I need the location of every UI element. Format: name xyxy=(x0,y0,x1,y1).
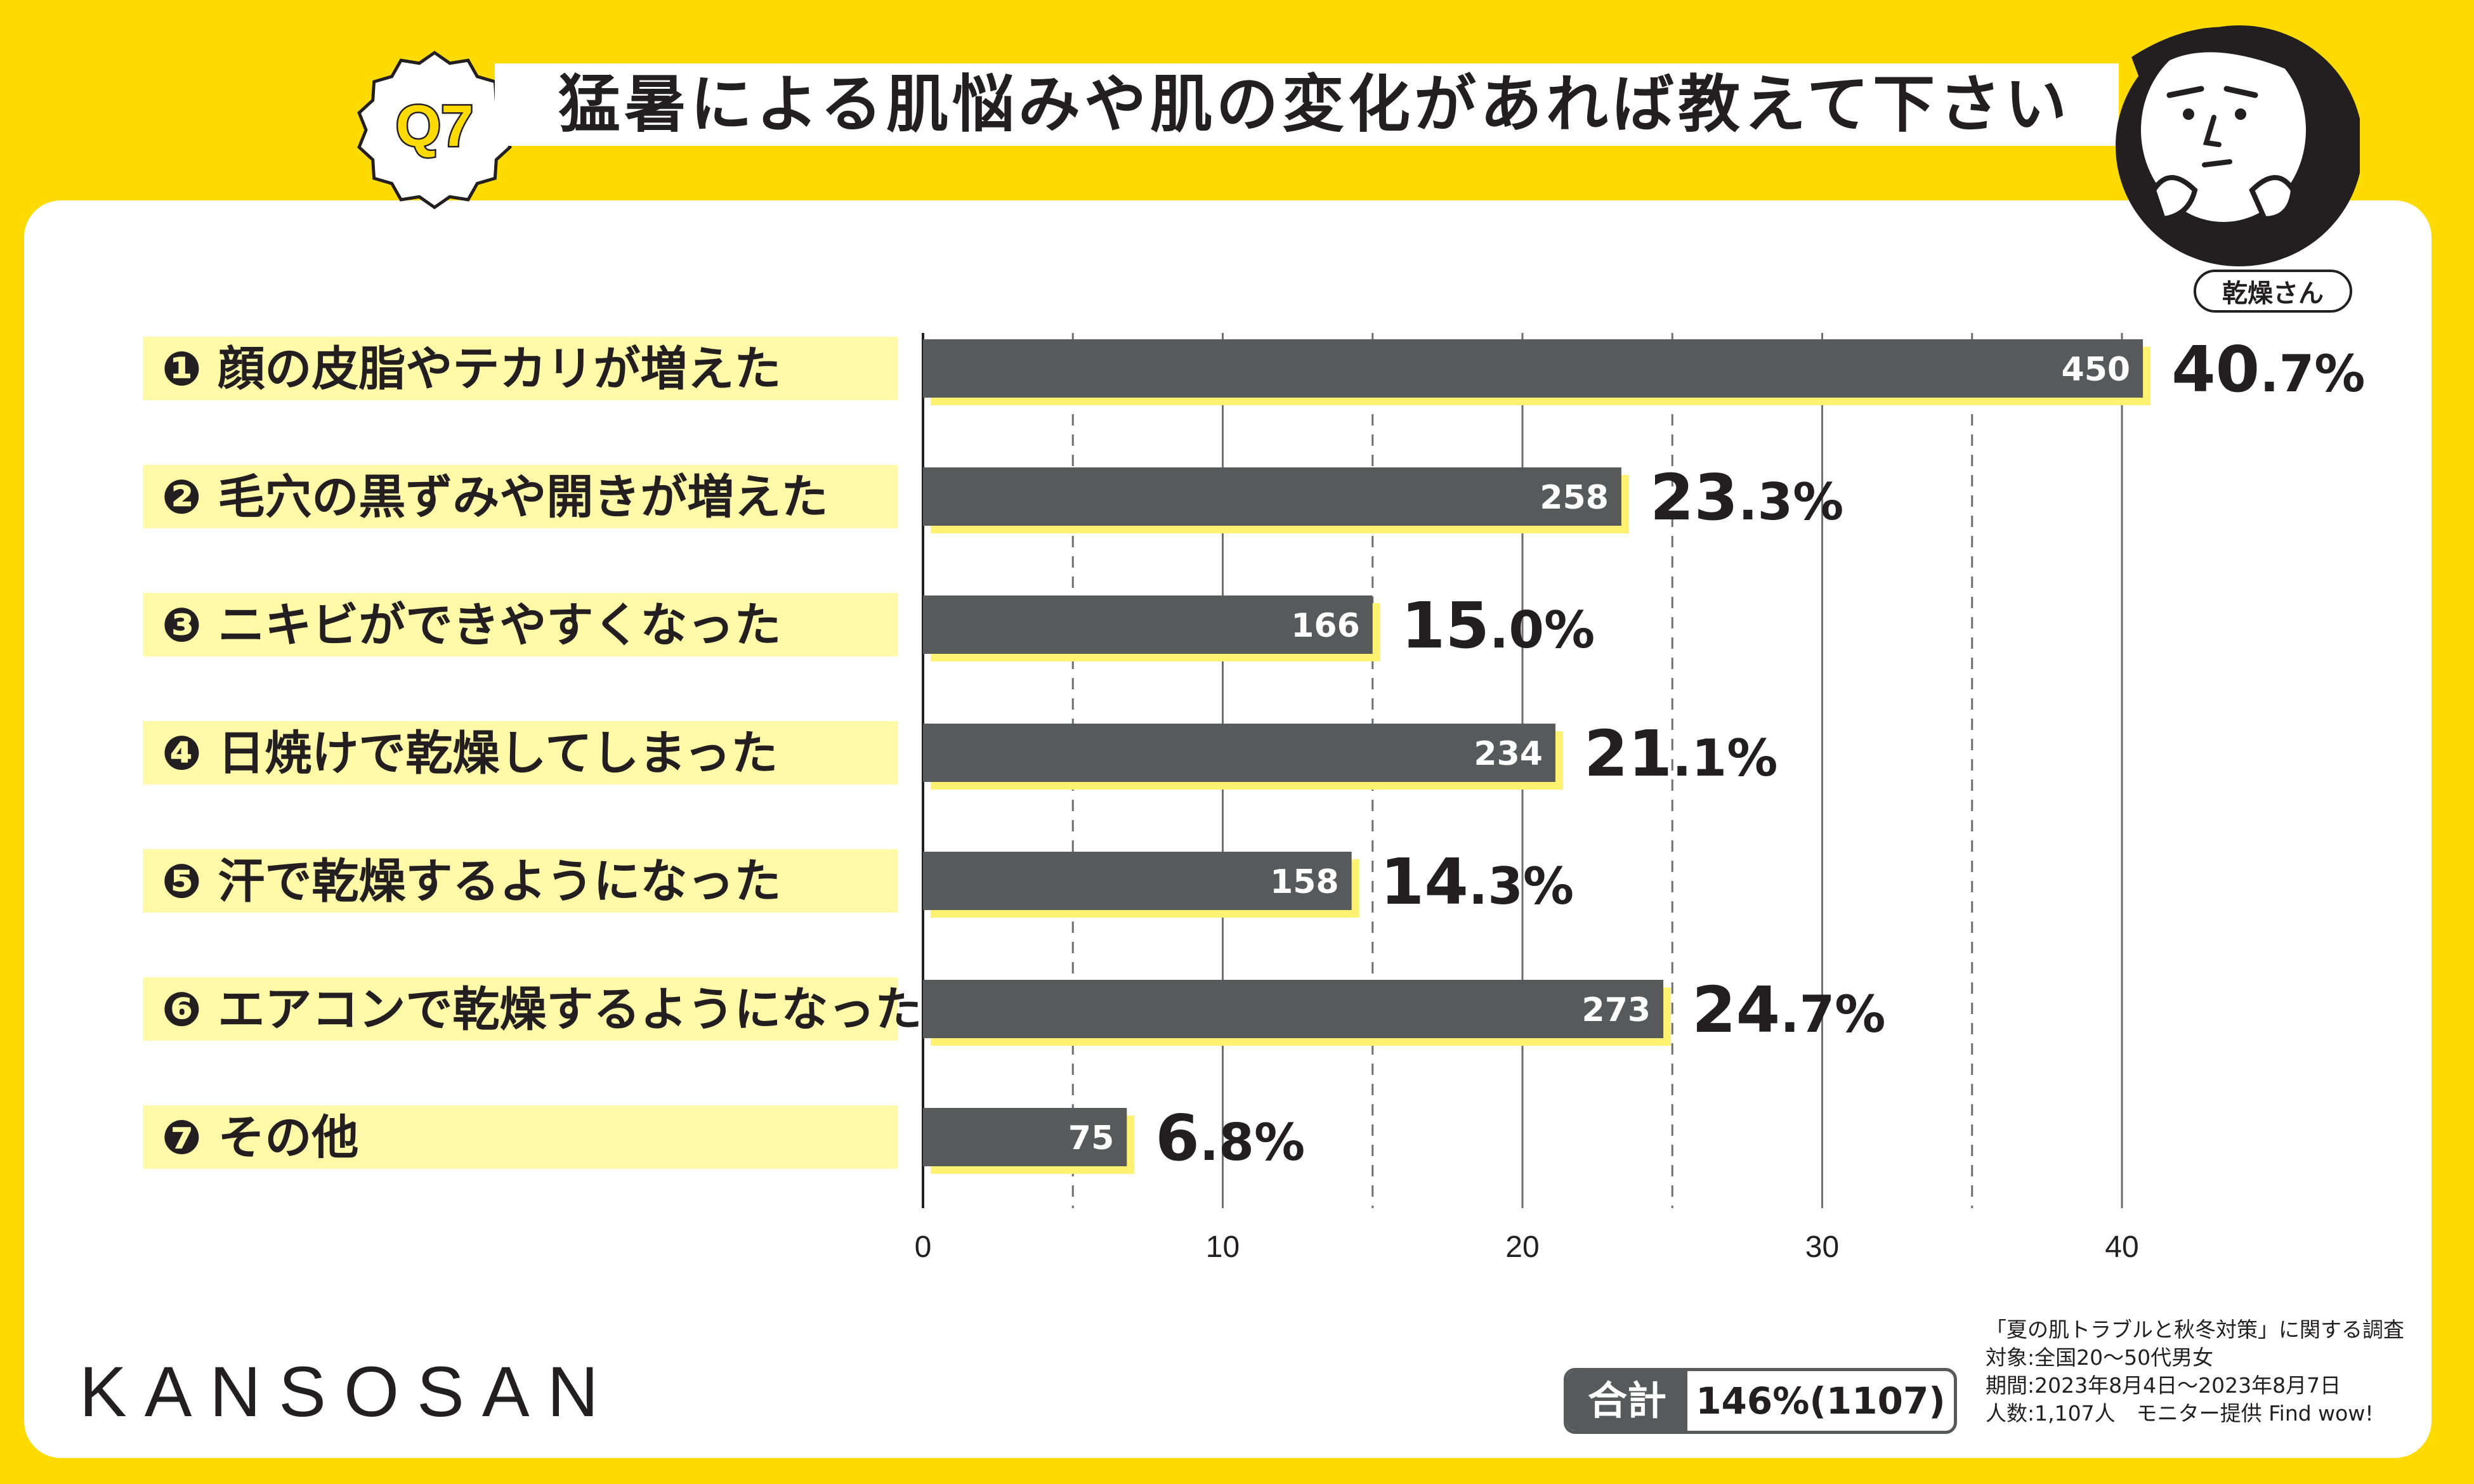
page-title: 猛暑による肌悩みや肌の変化があれば教えて下さい xyxy=(558,68,2071,141)
category-label: ❷ 毛穴の黒ずみや開きが増えた xyxy=(162,470,828,524)
x-tick-label: 40 xyxy=(2105,1230,2138,1264)
category-label: ❼ その他 xyxy=(162,1110,358,1165)
source-line: 対象:全国20～50代男女 xyxy=(1986,1345,2214,1370)
category-band xyxy=(143,593,898,656)
bar xyxy=(923,596,1373,654)
total-value: 146%(1107) xyxy=(1696,1379,1946,1422)
chart-card xyxy=(24,200,2431,1458)
bar xyxy=(923,1108,1127,1166)
bar xyxy=(923,339,2143,398)
bar-count-label: 258 xyxy=(1540,479,1609,517)
source-line: 人数:1,107人 モニター提供 Find wow! xyxy=(1986,1401,2374,1426)
percent-label: 15.0% xyxy=(1401,589,1595,663)
source-line: 期間:2023年8月4日～2023年8月7日 xyxy=(1986,1373,2341,1398)
bar-count-label: 75 xyxy=(1068,1119,1114,1157)
bar-count-label: 273 xyxy=(1582,991,1651,1029)
percent-label: 24.7% xyxy=(1692,973,1885,1047)
q-badge-icon: Q7 xyxy=(357,50,512,210)
category-label: ❸ ニキビができやすくなった xyxy=(162,598,781,653)
category-band xyxy=(143,849,898,913)
category-label: ❻ エアコンで乾燥するようになった xyxy=(162,982,922,1037)
survey-source: 「夏の肌トラブルと秋冬対策」に関する調査 対象:全国20～50代男女 期間:20… xyxy=(1986,1316,2430,1428)
mascot-face-icon xyxy=(2116,25,2360,266)
mascot-label: 乾燥さん xyxy=(2194,270,2352,313)
x-tick-label: 30 xyxy=(1805,1230,1839,1264)
brand-logo: KANSOSAN xyxy=(79,1352,617,1431)
bar xyxy=(923,724,1555,782)
x-tick-label: 10 xyxy=(1206,1230,1240,1264)
title-bar xyxy=(495,63,2119,146)
source-line: 「夏の肌トラブルと秋冬対策」に関する調査 xyxy=(1986,1317,2404,1342)
bar xyxy=(923,980,1664,1038)
x-tick-label: 0 xyxy=(915,1230,932,1264)
category-label: ❶ 顔の皮脂やテカリが増えた xyxy=(162,342,781,396)
category-band xyxy=(143,337,898,400)
bar xyxy=(923,467,1621,526)
q-number: Q7 xyxy=(396,94,474,159)
percent-label: 6.8% xyxy=(1155,1101,1305,1175)
percent-label: 21.1% xyxy=(1584,717,1777,791)
percent-label: 14.3% xyxy=(1380,845,1574,919)
category-band xyxy=(143,1105,898,1169)
category-label: ❹ 日焼けで乾燥してしまった xyxy=(162,726,778,781)
category-band xyxy=(143,721,898,784)
category-label: ❺ 汗で乾燥するようになった xyxy=(162,854,781,909)
bar-count-label: 450 xyxy=(2062,351,2131,389)
total-label: 合計 xyxy=(1567,1371,1687,1431)
total-box: 合計 146%(1107) xyxy=(1564,1368,1957,1434)
bar-count-label: 234 xyxy=(1474,735,1543,773)
percent-label: 23.3% xyxy=(1650,460,1843,535)
bar-count-label: 166 xyxy=(1291,607,1360,645)
category-band xyxy=(143,977,898,1041)
x-tick-label: 20 xyxy=(1505,1230,1539,1264)
bar xyxy=(923,852,1352,910)
percent-label: 40.7% xyxy=(2171,332,2365,407)
category-band xyxy=(143,465,898,528)
bar-count-label: 158 xyxy=(1270,863,1339,901)
